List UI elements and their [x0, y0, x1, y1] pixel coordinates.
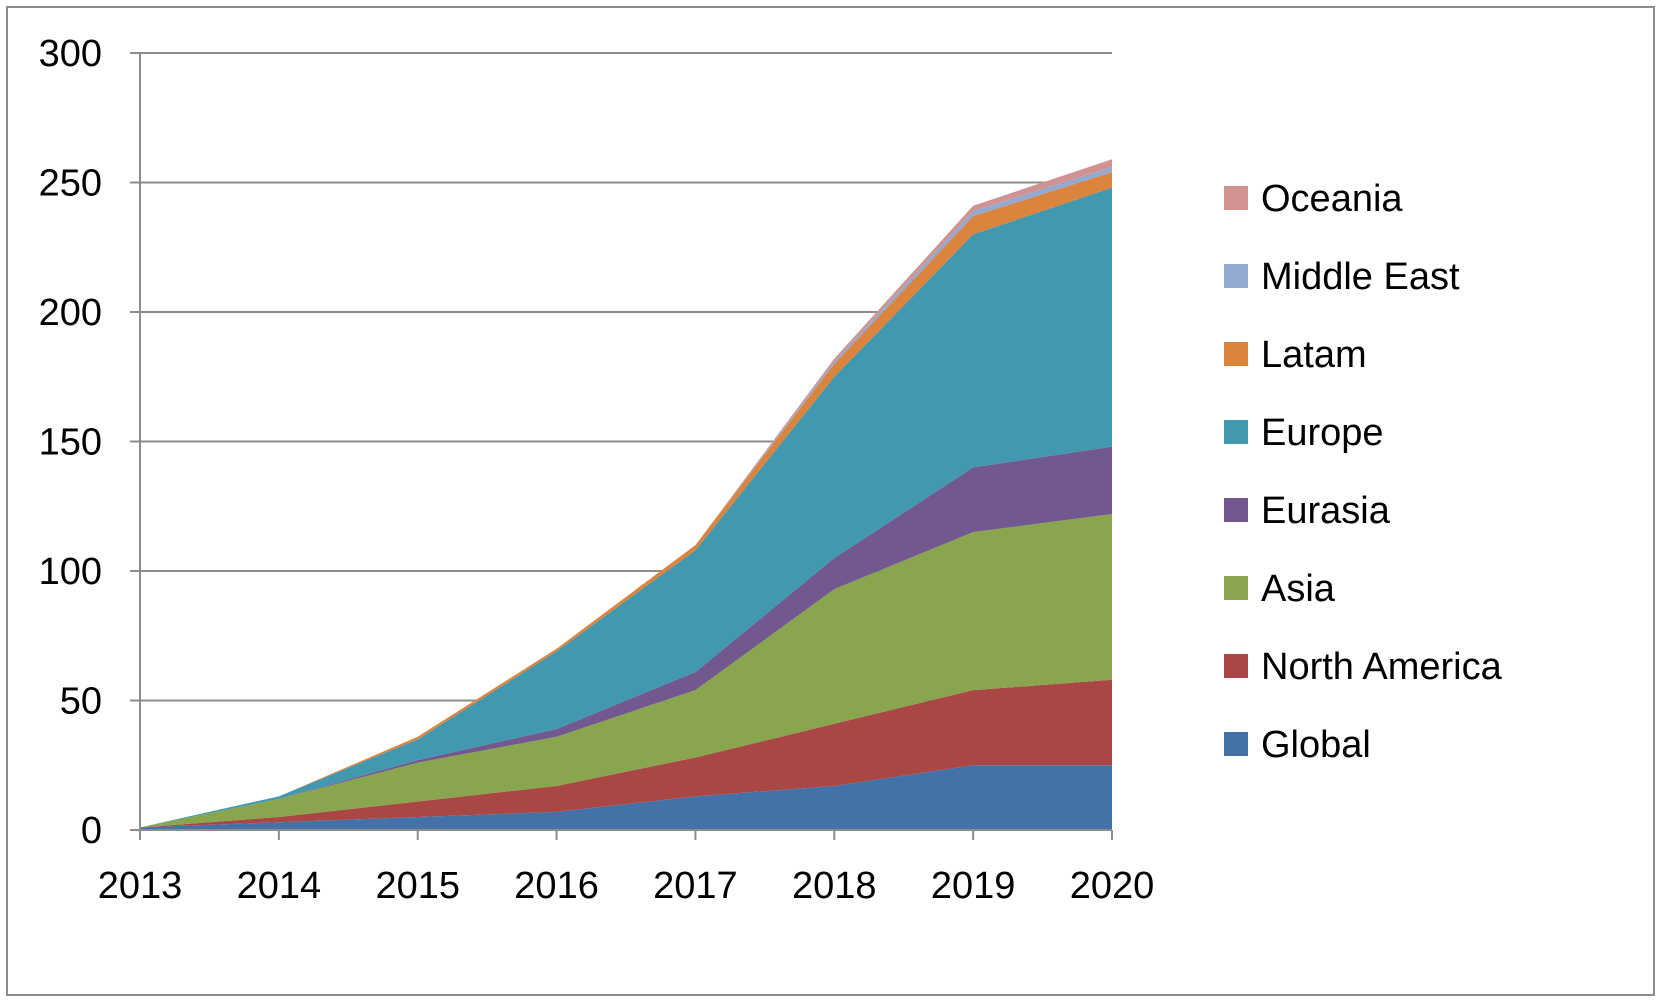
legend-label-oceania: Oceania	[1261, 178, 1403, 220]
legend-swatch-middle-east	[1224, 264, 1248, 288]
legend-swatch-latam	[1224, 342, 1248, 366]
legend-swatch-oceania	[1224, 186, 1248, 210]
legend-label-middle-east: Middle East	[1261, 256, 1460, 298]
area-europe	[140, 187, 1112, 828]
area-eurasia	[140, 446, 1112, 828]
x-tick-label: 2017	[653, 865, 738, 907]
y-tick-label: 50	[60, 681, 102, 723]
area-series	[140, 159, 1112, 830]
legend-swatch-global	[1224, 732, 1248, 756]
x-tick-label: 2016	[514, 865, 599, 907]
stacked-area-chart: 0 50 100 150 200 250 300 2013 2014 2015 2016 2017 20…	[39, 33, 1503, 907]
legend-swatch-north-america	[1224, 654, 1248, 678]
legend-label-asia: Asia	[1261, 568, 1336, 610]
legend-label-eurasia: Eurasia	[1261, 490, 1391, 532]
area-north-america	[140, 679, 1112, 828]
area-latam	[140, 172, 1112, 828]
area-asia	[140, 514, 1112, 828]
y-tick-label: 150	[39, 422, 102, 464]
legend: Oceania Middle East Latam Europe Eurasia Asia…	[1224, 178, 1503, 766]
y-tick-label: 200	[39, 292, 102, 334]
legend-label-latam: Latam	[1261, 334, 1367, 376]
legend-label-global: Global	[1261, 724, 1371, 766]
chart-frame: 0 50 100 150 200 250 300 2013 2014 2015 2016 2017 20…	[6, 6, 1655, 996]
y-tick-label: 0	[81, 810, 102, 852]
legend-label-north-america: North America	[1261, 646, 1503, 688]
y-tick-label: 100	[39, 551, 102, 593]
y-tick-label: 250	[39, 163, 102, 205]
x-tick-label: 2019	[931, 865, 1016, 907]
x-tick-label: 2014	[237, 865, 322, 907]
area-global	[140, 765, 1112, 830]
legend-swatch-asia	[1224, 576, 1248, 600]
axes: 0 50 100 150 200 250 300 2013 2014 2015 2016 2017 20…	[39, 33, 1155, 907]
x-tick-label: 2018	[792, 865, 877, 907]
x-tick-label: 2015	[375, 865, 460, 907]
legend-label-europe: Europe	[1261, 412, 1384, 454]
x-tick-label: 2013	[98, 865, 183, 907]
legend-swatch-europe	[1224, 420, 1248, 444]
x-tick-label: 2020	[1070, 865, 1155, 907]
y-tick-label: 300	[39, 33, 102, 75]
legend-swatch-eurasia	[1224, 498, 1248, 522]
